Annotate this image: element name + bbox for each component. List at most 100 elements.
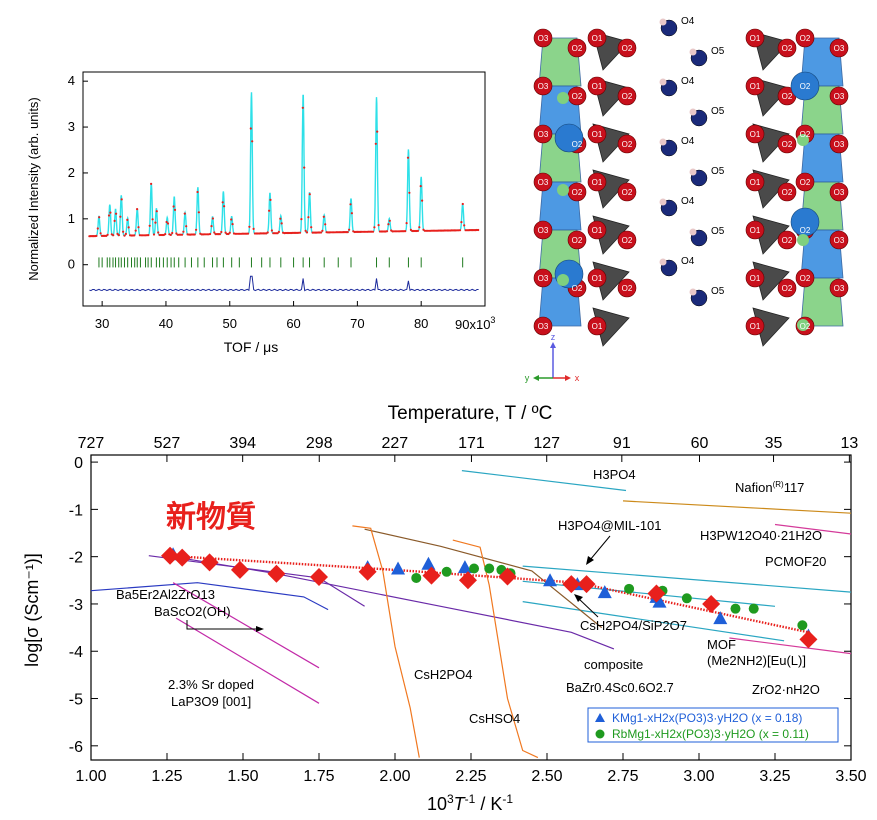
observed-point [122,230,125,233]
water-label: O4 [681,196,695,207]
water-label: O5 [711,46,725,57]
small-atom [557,274,569,286]
oxygen-atom [745,268,765,288]
water-label: O4 [681,76,695,87]
oxygen-atom [745,220,765,240]
label-nafion: Nafion(R)117 [735,480,804,495]
oxygen-atom [745,316,765,336]
oxygen-label: O1 [750,34,761,43]
cation-atom [790,71,820,101]
observed-point [134,229,137,232]
diff-x-tick-label: 50 [223,316,237,331]
arr-top-tick-label: 91 [613,435,631,452]
k-series-point [597,585,612,599]
new-material-point [422,566,441,585]
oxygen-atom [533,316,553,336]
oxygen-atom [829,86,849,106]
water-label: O5 [711,166,725,177]
label-mof2: (Me2NH2)[Eu(L)] [707,653,806,668]
oxygen-label: O1 [592,82,603,91]
observed-point [224,231,227,234]
label-mil101: H3PO4@MIL-101 [558,518,662,533]
water-hydrogen [659,258,667,266]
observed-point [185,225,188,228]
oxygen-label: O1 [592,274,603,283]
water-label: O4 [681,136,695,147]
rb-series-point [681,593,692,604]
diff-y-tick-label: 3 [68,119,75,134]
new-material-point [230,560,249,579]
observed-point [307,216,310,219]
arr-y-tick-label: -4 [69,644,83,661]
diff-x-tick-label: 60 [286,316,300,331]
observed-point [147,234,150,237]
reference-line [622,500,852,514]
oxygen-label: O3 [834,236,845,245]
label-cshso4: CsHSO4 [469,711,520,726]
k-series-point [421,556,436,570]
water-label: O4 [681,16,695,27]
oxygen-atom [795,268,815,288]
arr-x-tick-label: 3.50 [835,768,866,785]
oxygen-atom [745,172,765,192]
oxygen-atom [777,134,797,154]
oxygen-label: O2 [782,44,793,53]
observed-point [213,231,216,234]
oxygen-label: O2 [572,284,583,293]
observed-point [252,227,255,230]
oxygen-atom [587,28,607,48]
reference-line [90,582,329,611]
oxygen-label: O3 [834,92,845,101]
oxygen-label: O2 [782,188,793,197]
reference-line [364,528,603,629]
k-series-point [457,560,472,574]
new-material-label: 新物質 [166,500,256,535]
arr-top-tick-label: 527 [154,435,181,452]
observed-point [348,228,351,231]
observed-point [371,230,375,233]
observed-point [117,234,120,237]
observed-point [268,209,271,212]
observed-point [405,222,408,225]
diffraction-ylabel: Normalized Intensity (arb. units) [26,97,41,281]
observed-point [248,225,251,228]
crystal-structure-diagram: O3 O3 O3 O3 O3 O3 O3 O2 O2 O2 O2 O2 O2 O1 O1 O1 O1 O1 O1 O1… [525,16,849,383]
label-bazr: BaZr0.4Sc0.6O2.7 [566,680,674,695]
observed-point [377,224,380,227]
oxygen-label: O1 [750,82,761,91]
arr-top-tick-label: 127 [533,435,560,452]
observed-point [308,193,311,196]
observed-point [303,166,306,169]
rb-series-point [441,566,452,577]
oxygen-atom [533,124,553,144]
legend-rb: RbMg1-xH2x(PO3)3·yH2O (x = 0.11) [612,727,809,741]
arr-top-tick-label: 227 [381,435,408,452]
oxygen-label: O3 [538,226,549,235]
observed-point [126,218,129,221]
oxygen-atom [777,182,797,202]
observed-point [119,215,122,218]
label-mof1: MOF [707,637,736,652]
observed-point [164,233,167,236]
observed-point [211,217,214,220]
arr-top-tick-label: 394 [229,435,256,452]
oxygen-label: O2 [782,236,793,245]
label-h3po4: H3PO4 [593,467,636,482]
arr-x-tick-label: 3.00 [683,768,714,785]
observed-point [107,214,111,217]
new-material-point [358,562,377,581]
new-material-point [562,575,581,594]
arr-y-tick-label: -6 [69,739,83,756]
oxygen-atom [617,134,637,154]
oxygen-label: O3 [834,140,845,149]
observed-point [133,234,136,237]
diff-y-tick-label: 1 [68,211,75,226]
observed-point [209,232,212,236]
diff-x-tick-label: 80 [414,316,428,331]
oxygen-atom [829,230,849,250]
arr-top-tick-label: 171 [458,435,485,452]
diff-x-tick-label: 30 [95,316,109,331]
arr-x-tick-label: 3.25 [759,768,790,785]
observed-point [113,219,116,222]
observed-point [388,219,391,222]
